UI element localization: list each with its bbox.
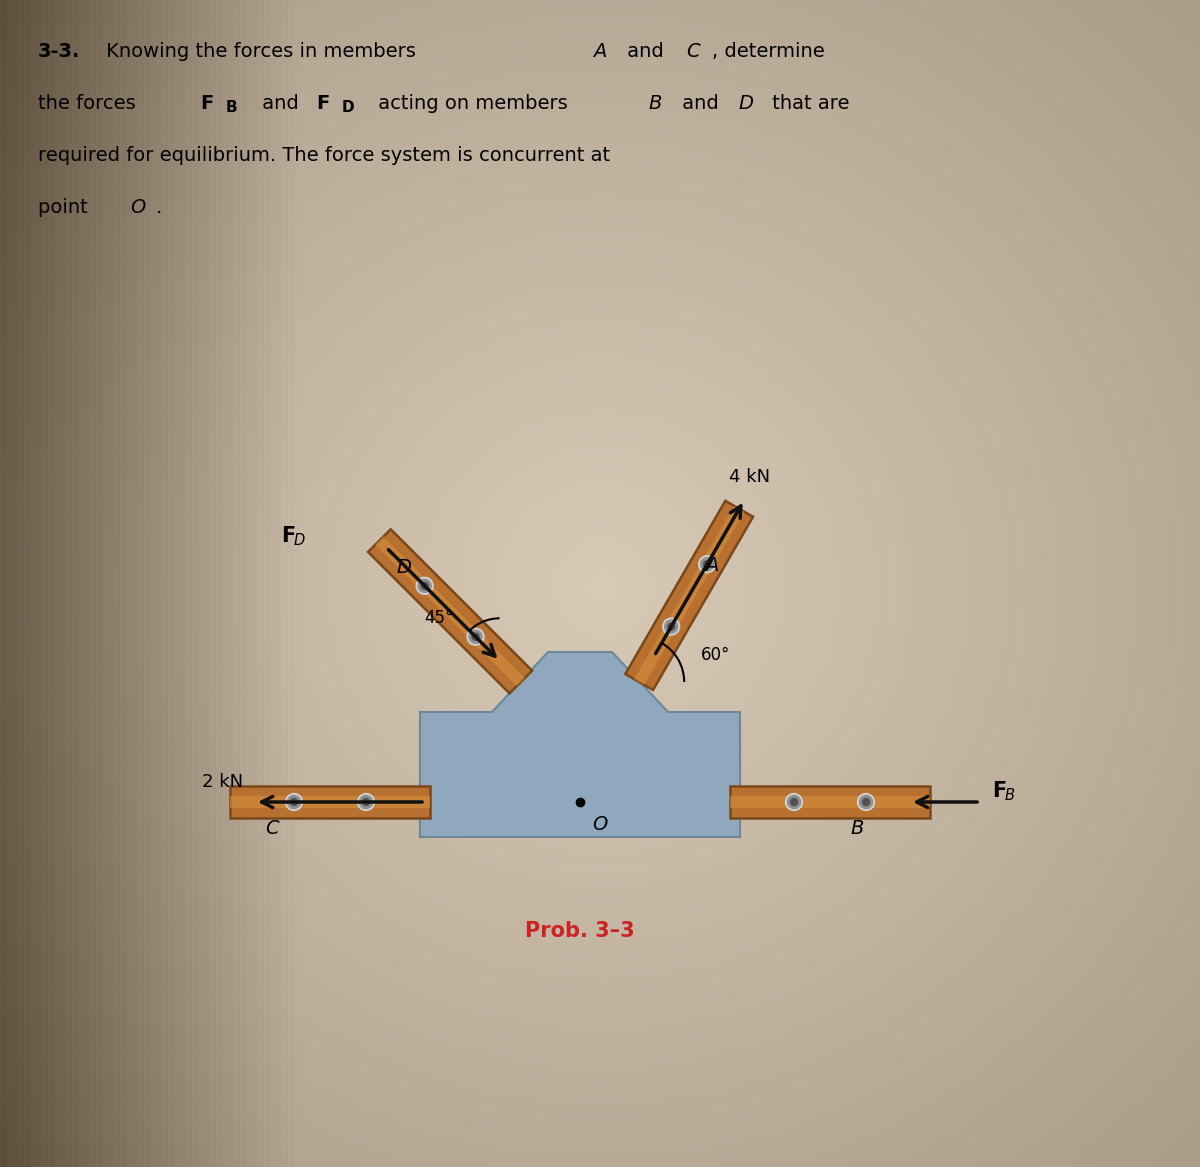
Text: C: C	[686, 42, 700, 61]
Circle shape	[791, 798, 798, 805]
Polygon shape	[730, 796, 930, 808]
Circle shape	[698, 555, 715, 573]
Text: 3-3.: 3-3.	[38, 42, 80, 61]
Circle shape	[863, 798, 870, 805]
Polygon shape	[625, 501, 754, 690]
Text: $B$: $B$	[850, 819, 864, 838]
Circle shape	[472, 634, 479, 641]
Text: that are: that are	[766, 95, 850, 113]
Text: F: F	[200, 95, 214, 113]
Text: Knowing the forces in members: Knowing the forces in members	[100, 42, 422, 61]
Text: and: and	[622, 42, 670, 61]
Text: B: B	[648, 95, 661, 113]
Text: $C$: $C$	[265, 819, 281, 838]
Text: D: D	[738, 95, 754, 113]
Circle shape	[288, 796, 300, 809]
Text: A: A	[593, 42, 606, 61]
Polygon shape	[230, 796, 430, 808]
Text: acting on members: acting on members	[372, 95, 574, 113]
Circle shape	[469, 630, 482, 643]
Polygon shape	[635, 506, 744, 685]
Text: $\mathbf{F}_{\!\mathit{D}}$: $\mathbf{F}_{\!\mathit{D}}$	[282, 525, 306, 548]
Text: and: and	[256, 95, 305, 113]
Text: Prob. 3–3: Prob. 3–3	[526, 921, 635, 941]
Circle shape	[703, 560, 710, 567]
Text: F: F	[316, 95, 329, 113]
Circle shape	[416, 578, 433, 594]
Text: $\mathbf{F}_{\!\mathit{B}}$: $\mathbf{F}_{\!\mathit{B}}$	[992, 780, 1015, 803]
Circle shape	[360, 796, 372, 809]
Polygon shape	[730, 787, 930, 818]
Text: 2 kN: 2 kN	[202, 773, 242, 791]
Circle shape	[665, 620, 678, 633]
Text: B: B	[226, 100, 238, 116]
Circle shape	[418, 579, 431, 593]
Polygon shape	[376, 537, 524, 686]
Text: 45°: 45°	[425, 609, 454, 627]
Circle shape	[662, 619, 679, 635]
Circle shape	[421, 582, 428, 589]
Text: $D$: $D$	[396, 558, 413, 576]
Text: , determine: , determine	[712, 42, 824, 61]
Text: and: and	[676, 95, 725, 113]
Text: 4 kN: 4 kN	[730, 468, 770, 487]
Circle shape	[701, 558, 714, 571]
Text: 60°: 60°	[701, 647, 731, 664]
Text: $O$: $O$	[592, 815, 608, 834]
Text: point: point	[38, 198, 94, 217]
Polygon shape	[230, 787, 430, 818]
Text: O: O	[130, 198, 145, 217]
Circle shape	[667, 623, 674, 630]
Circle shape	[290, 798, 298, 805]
Text: D: D	[342, 100, 355, 116]
Circle shape	[358, 794, 374, 811]
Text: .: .	[156, 198, 162, 217]
Circle shape	[859, 796, 872, 809]
Text: $A$: $A$	[704, 555, 719, 575]
Polygon shape	[368, 530, 532, 693]
Circle shape	[858, 794, 875, 811]
Circle shape	[286, 794, 302, 811]
Polygon shape	[420, 652, 740, 837]
Circle shape	[787, 796, 800, 809]
Text: the forces: the forces	[38, 95, 142, 113]
Text: required for equilibrium. The force system is concurrent at: required for equilibrium. The force syst…	[38, 146, 610, 165]
Circle shape	[786, 794, 803, 811]
Circle shape	[467, 628, 484, 645]
Circle shape	[362, 798, 370, 805]
